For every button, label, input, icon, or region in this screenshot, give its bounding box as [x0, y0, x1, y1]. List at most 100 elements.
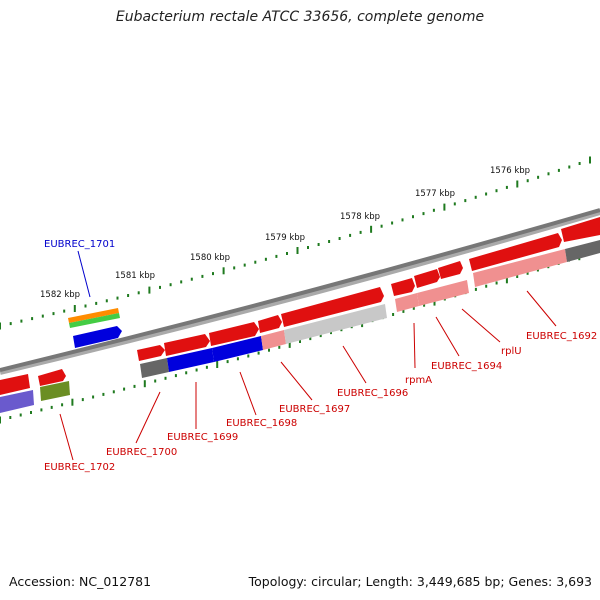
- bar-left-purple: [0, 390, 34, 413]
- gene-EUBREC_1699-arrow[interactable]: [164, 334, 210, 356]
- leader-EUBREC_1696: [342, 345, 367, 384]
- minor-tick: [190, 277, 193, 281]
- outer-tick-track: [0, 156, 591, 330]
- major-tick: [143, 380, 146, 388]
- major-tick: [71, 398, 74, 406]
- leader-EUBREC_1692: [526, 290, 557, 327]
- gene-EUBREC_1694-arrow[interactable]: [414, 269, 440, 288]
- kbp-label: 1577 kbp: [415, 189, 455, 199]
- minor-tick: [432, 208, 435, 212]
- gene-EUBREC_1698-arrow[interactable]: [209, 322, 259, 346]
- gene-label-rplU[interactable]: rplU: [501, 346, 522, 357]
- gene-label-EUBREC_1702[interactable]: EUBREC_1702: [44, 462, 115, 473]
- bar-pink-1697: [261, 330, 286, 350]
- leader-rpmA: [413, 322, 416, 369]
- minor-tick: [95, 301, 98, 305]
- gene-label-EUBREC_1696[interactable]: EUBREC_1696: [337, 388, 408, 399]
- minor-tick: [453, 202, 456, 206]
- minor-tick: [174, 374, 177, 378]
- gene-left-edge[interactable]: [0, 374, 30, 395]
- bar-pink-1692: [473, 249, 567, 287]
- gene-right-edge-arrow[interactable]: [561, 217, 600, 242]
- minor-tick: [247, 354, 250, 358]
- gene-EUBREC_1700-arrow[interactable]: [137, 345, 165, 361]
- major-tick: [505, 276, 508, 284]
- gene-labels: EUBREC_1701 EUBREC_1702 EUBREC_1700 EUBR…: [44, 239, 597, 473]
- minor-tick: [195, 368, 198, 372]
- minor-tick: [392, 313, 395, 316]
- minor-tick: [84, 304, 87, 308]
- gene-EUBREC_1697-arrow[interactable]: [258, 315, 282, 333]
- minor-tick: [412, 306, 415, 310]
- gene-label-EUBREC_1701[interactable]: EUBREC_1701: [44, 239, 115, 250]
- minor-tick: [243, 263, 246, 267]
- leader-lines: [59, 290, 557, 461]
- major-tick: [433, 298, 436, 306]
- minor-tick: [63, 309, 66, 313]
- minor-tick: [275, 254, 278, 258]
- minor-tick: [264, 257, 267, 261]
- minor-tick: [159, 285, 161, 289]
- gene-label-EUBREC_1700[interactable]: EUBREC_1700: [106, 447, 177, 458]
- gene-EUBREC_1701-arrow[interactable]: [73, 326, 122, 348]
- map-title: Eubacterium rectale ATCC 33656, complete…: [115, 9, 485, 25]
- major-tick: [216, 361, 219, 368]
- gene-label-EUBREC_1694[interactable]: EUBREC_1694: [431, 361, 502, 372]
- minor-tick: [102, 392, 105, 396]
- major-tick: [288, 340, 291, 348]
- minor-tick: [116, 296, 119, 300]
- minor-tick: [9, 416, 12, 419]
- gene-label-EUBREC_1692[interactable]: EUBREC_1692: [526, 331, 597, 342]
- minor-tick: [257, 351, 260, 355]
- minor-tick: [105, 299, 108, 303]
- minor-tick: [278, 345, 281, 349]
- bar-blue-1699: [167, 348, 214, 372]
- gene-EUBREC_1701-green[interactable]: [69, 313, 120, 328]
- minor-tick: [299, 340, 301, 343]
- minor-tick: [317, 243, 320, 246]
- minor-tick: [19, 413, 22, 417]
- gene-label-EUBREC_1697[interactable]: EUBREC_1697: [279, 404, 350, 415]
- major-tick: [516, 180, 519, 188]
- leader-EUBREC_1701: [77, 250, 91, 298]
- gene-label-EUBREC_1698[interactable]: EUBREC_1698: [226, 418, 297, 429]
- bar-blue-1698: [212, 336, 263, 362]
- minor-tick: [20, 319, 23, 323]
- leader-EUBREC_1702: [59, 413, 74, 461]
- bar-gray-1700: [140, 358, 169, 378]
- major-tick: [296, 247, 299, 254]
- minor-tick: [133, 384, 136, 388]
- minor-tick: [568, 165, 571, 169]
- minor-tick: [307, 246, 309, 249]
- minor-tick: [505, 185, 508, 189]
- gene-label-EUBREC_1699[interactable]: EUBREC_1699: [167, 432, 238, 443]
- bar-pink-rpmA: [395, 293, 419, 312]
- gene-EUBREC_1701-orange[interactable]: [68, 308, 119, 323]
- minor-tick: [52, 312, 55, 316]
- kbp-label: 1579 kbp: [265, 233, 305, 243]
- minor-tick: [359, 230, 362, 234]
- minor-tick: [423, 303, 426, 307]
- minor-tick: [474, 287, 477, 291]
- minor-tick: [349, 233, 352, 237]
- minor-tick: [319, 334, 322, 338]
- minor-tick: [557, 168, 560, 172]
- gene-EUBREC_1692-arrow[interactable]: [469, 233, 562, 271]
- minor-tick: [536, 268, 539, 272]
- leader-EUBREC_1694: [435, 316, 460, 357]
- minor-tick: [268, 348, 270, 352]
- gene-EUBREC_1702-arrow[interactable]: [38, 369, 66, 386]
- major-tick: [443, 203, 446, 211]
- minor-tick: [81, 398, 84, 402]
- minor-tick: [169, 283, 172, 287]
- minor-tick: [516, 275, 519, 278]
- minor-tick: [547, 172, 550, 176]
- feature-bars: [0, 240, 600, 413]
- leader-EUBREC_1697: [280, 361, 313, 401]
- gene-rpmA-arrow[interactable]: [391, 278, 415, 296]
- gene-rplU-arrow[interactable]: [438, 261, 463, 279]
- gene-label-rpmA[interactable]: rpmA: [405, 375, 432, 386]
- kbp-label: 1582 kbp: [40, 290, 80, 300]
- gene-EUBREC_1696-arrow[interactable]: [281, 287, 384, 327]
